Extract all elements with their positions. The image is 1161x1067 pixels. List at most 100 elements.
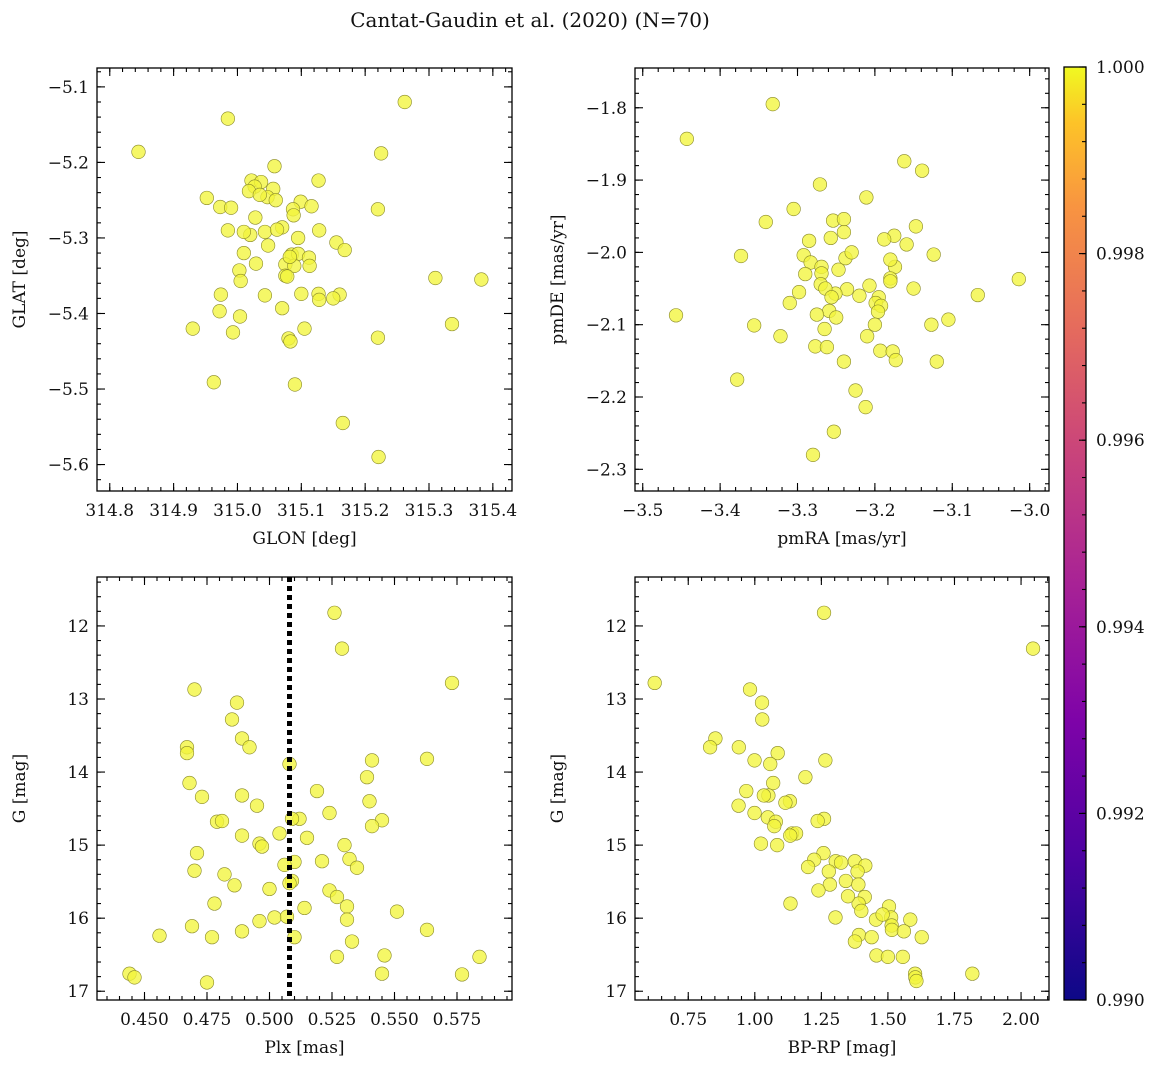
panel-1: 314.8 314.9 315.0 315.1 315.2 315.3 315.4 −5.1 −… (10, 67, 517, 549)
data-point (875, 907, 890, 922)
colorbar-tick-label: 0.992 (1096, 804, 1145, 824)
data-point (257, 288, 273, 303)
data-point (229, 695, 245, 710)
data-point (327, 605, 342, 620)
data-point (359, 770, 375, 785)
data-point (836, 212, 852, 227)
data-point (232, 309, 248, 324)
data-point (817, 321, 832, 337)
data-point (309, 783, 325, 799)
x-tick-label: 0.525 (308, 1010, 357, 1030)
data-point (733, 248, 749, 264)
data-point (647, 675, 662, 691)
y-tick-label: −5.4 (48, 304, 89, 324)
axes-frame (96, 67, 513, 492)
x-tick-label: 0.75 (669, 1010, 707, 1030)
data-point (287, 377, 303, 392)
x-tick-label: 315.2 (341, 501, 390, 521)
y-tick-label: −2.0 (586, 243, 627, 263)
y-axis-label: G [mag] (10, 754, 30, 823)
data-point (864, 930, 879, 945)
data-point (127, 970, 142, 985)
y-axis-label: GLAT [deg] (10, 230, 30, 328)
data-point (852, 288, 867, 303)
data-point (297, 900, 312, 916)
data-point (334, 641, 350, 656)
data-point (314, 854, 330, 869)
data-point (802, 233, 817, 248)
data-point (370, 202, 386, 217)
data-point (965, 966, 980, 981)
data-point (280, 269, 295, 284)
data-point (179, 745, 195, 761)
data-point (282, 249, 297, 264)
colorbar-tick-label: 0.994 (1096, 618, 1145, 638)
data-point (262, 881, 277, 897)
x-tick-label: 1.25 (802, 1010, 840, 1030)
data-point (312, 223, 327, 238)
panel-2: −3.5 −3.4 −3.3 −3.2 −3.1 −3.0 −1.8 −1.9 −2.0 −2.1… (548, 67, 1050, 549)
x-tick-label: 1.50 (869, 1010, 907, 1030)
y-axis-label: pmDE [mas/yr] (548, 214, 568, 344)
data-point (269, 222, 285, 237)
x-tick-label: 315.3 (405, 501, 454, 521)
data-point (854, 903, 869, 918)
data-point (742, 682, 758, 697)
data-point (847, 934, 863, 949)
data-point (291, 230, 306, 246)
data-point (189, 846, 205, 861)
y-tick-label: 12 (67, 617, 89, 637)
data-point (870, 304, 886, 319)
data-point (828, 910, 843, 925)
data-point (312, 292, 327, 307)
panel-3: 0.450 0.475 0.500 0.525 0.550 0.575 12 13 14 15 16… (10, 576, 513, 1058)
data-point (823, 230, 838, 246)
data-point (818, 753, 833, 768)
data-point (786, 201, 801, 217)
data-point (234, 828, 250, 843)
scatter-panels: 314.8 314.9 315.0 315.1 315.2 315.3 315.4 −5.1 −… (10, 67, 1050, 1058)
data-point (836, 225, 852, 240)
data-point (758, 214, 773, 230)
y-tick-label: −2.2 (586, 388, 627, 408)
data-point (848, 383, 863, 398)
y-tick-label: 14 (67, 763, 89, 783)
data-point (299, 830, 315, 845)
x-tick-label: 1.00 (736, 1010, 774, 1030)
data-point (234, 924, 250, 939)
points-panel-4 (647, 605, 1041, 989)
x-tick-label: −3.2 (854, 501, 895, 521)
x-tick-label: 0.500 (245, 1010, 294, 1030)
data-point (337, 838, 352, 853)
data-point (668, 308, 684, 323)
axes-frame (96, 576, 513, 1001)
data-point (184, 919, 200, 934)
x-tick-label: 315.1 (277, 501, 326, 521)
data-point (833, 855, 849, 870)
data-point (337, 242, 352, 258)
data-point (810, 813, 825, 829)
colorbar-tick-label: 1.000 (1096, 58, 1145, 78)
data-point (914, 163, 930, 178)
data-point (304, 199, 319, 214)
y-tick-label: −5.6 (48, 456, 89, 476)
data-point (862, 278, 877, 293)
data-point (474, 272, 489, 287)
data-point (254, 839, 270, 854)
data-point (883, 274, 898, 289)
data-point (1011, 272, 1026, 287)
data-point (217, 867, 232, 882)
y-tick-label: −5.2 (48, 153, 89, 173)
data-point (187, 863, 202, 878)
data-point (826, 424, 841, 439)
data-point (322, 805, 337, 821)
data-point (364, 819, 380, 834)
data-point (267, 910, 282, 925)
data-point (747, 753, 762, 768)
data-point (294, 286, 309, 301)
data-point (909, 973, 924, 989)
data-point (249, 798, 265, 813)
data-point (831, 262, 846, 277)
data-point (899, 237, 914, 252)
